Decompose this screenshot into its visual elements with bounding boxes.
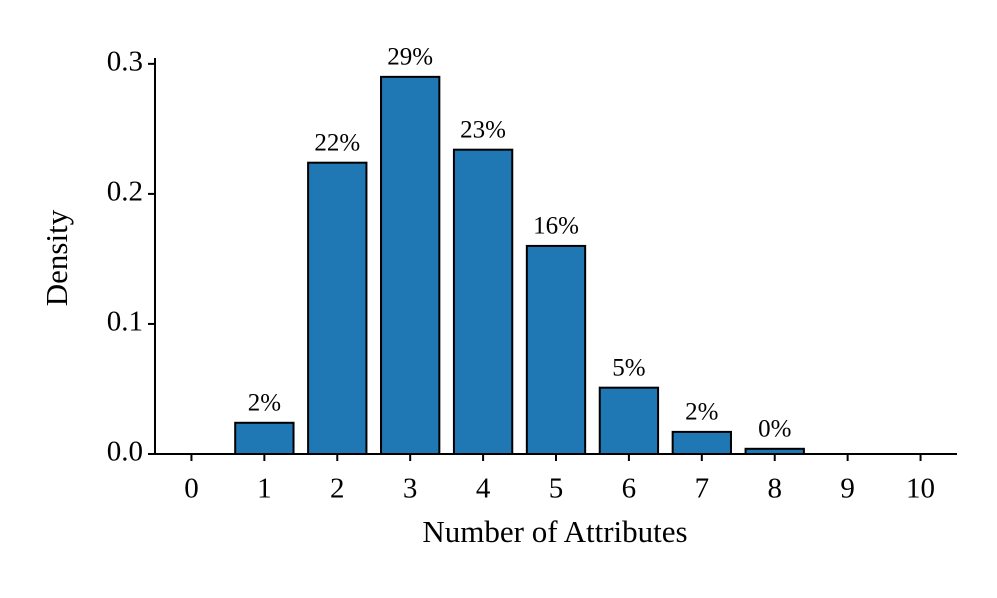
x-tick-label: 9: [840, 473, 855, 505]
x-tick-label: 0: [184, 473, 199, 505]
value-label: 23%: [460, 116, 506, 143]
x-tick-label: 4: [476, 473, 491, 505]
bar: [671, 430, 732, 456]
y-tick-label: 0.3: [107, 46, 143, 78]
bar: [525, 244, 587, 455]
x-tick-label: 8: [767, 473, 782, 505]
x-tick-label: 5: [549, 473, 564, 505]
value-label: 2%: [685, 399, 718, 426]
x-tick-label: 10: [906, 473, 935, 505]
value-label: 5%: [612, 354, 645, 381]
bar: [598, 386, 660, 455]
x-tick-label: 6: [622, 473, 637, 505]
value-label: 16%: [533, 213, 579, 240]
x-tick-label: 2: [330, 473, 345, 505]
y-tick-label: 0.2: [107, 176, 143, 208]
y-tick-label: 0.1: [107, 306, 143, 338]
value-label: 22%: [314, 129, 360, 156]
y-tick-label: 0.0: [107, 436, 143, 468]
x-tick-label: 7: [695, 473, 710, 505]
x-axis-label: Number of Attributes: [422, 514, 687, 549]
value-label: 2%: [248, 390, 281, 417]
value-label: 0%: [758, 416, 791, 443]
bar: [452, 148, 514, 455]
value-label: 29%: [387, 44, 433, 71]
y-axis-label: Density: [39, 209, 74, 306]
x-tick-label: 3: [403, 473, 418, 505]
x-tick-label: 1: [257, 473, 272, 505]
bar: [744, 447, 805, 456]
bar: [380, 75, 441, 455]
bar: [234, 421, 295, 455]
bar: [307, 161, 368, 455]
